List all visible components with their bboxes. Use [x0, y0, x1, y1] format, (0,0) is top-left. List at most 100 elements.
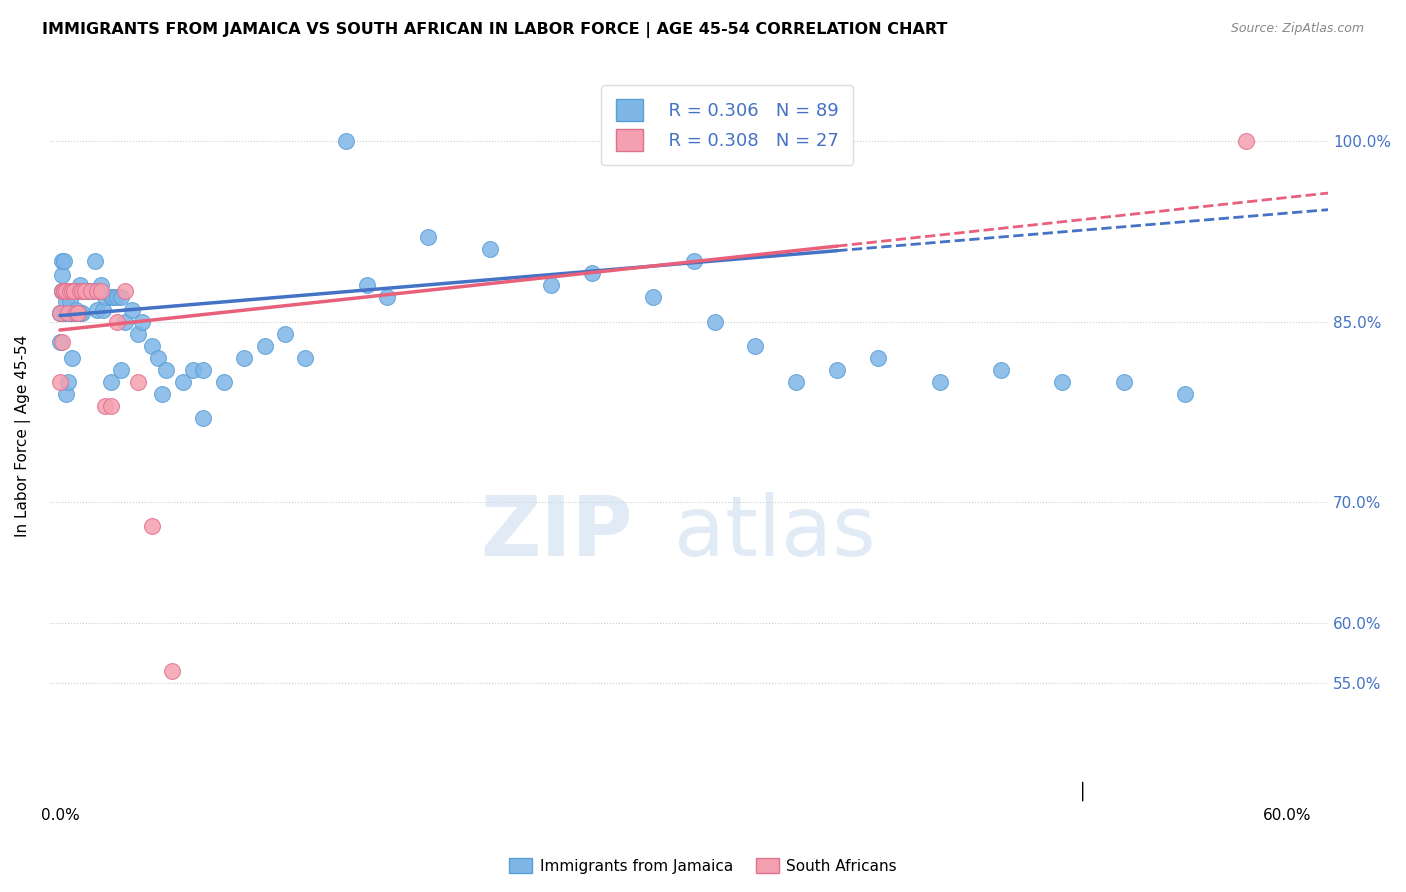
Point: [155, 363, 177, 377]
Point: [127, 375, 149, 389]
Point: [105, 291, 128, 305]
Point: [114, 315, 136, 329]
Point: [274, 326, 297, 341]
Point: [540, 278, 562, 293]
Point: [100, 291, 122, 305]
Text: Source: ZipAtlas.com: Source: ZipAtlas.com: [1230, 22, 1364, 36]
Point: [478, 242, 501, 256]
Point: [150, 387, 173, 401]
Point: [72, 306, 94, 320]
Point: [86, 302, 108, 317]
Point: [63, 285, 86, 299]
Point: [162, 664, 184, 678]
Point: [51, 268, 73, 282]
Point: [53, 285, 76, 299]
Point: [53, 285, 76, 299]
Point: [56, 375, 79, 389]
Point: [643, 291, 665, 305]
Point: [67, 285, 90, 299]
Point: [73, 285, 96, 299]
Point: [76, 285, 98, 299]
Point: [60, 285, 83, 299]
Point: [53, 254, 76, 268]
Point: [49, 306, 72, 320]
Point: [49, 306, 72, 320]
Point: [181, 363, 204, 377]
Point: [51, 285, 73, 299]
Point: [1174, 387, 1197, 401]
Point: [56, 306, 79, 320]
Point: [56, 285, 79, 299]
Point: [51, 285, 73, 299]
Point: [59, 306, 82, 320]
Point: [703, 315, 725, 329]
Point: [55, 294, 77, 309]
Point: [53, 306, 76, 320]
Point: [76, 285, 98, 299]
Point: [55, 306, 77, 320]
Point: [1112, 375, 1135, 389]
Point: [94, 291, 117, 305]
Point: [51, 254, 73, 268]
Point: [73, 285, 96, 299]
Point: [55, 285, 77, 299]
Point: [785, 375, 807, 389]
Point: [60, 351, 83, 365]
Point: [101, 291, 124, 305]
Point: [79, 285, 101, 299]
Point: [82, 285, 104, 299]
Point: [990, 363, 1012, 377]
Y-axis label: In Labor Force | Age 45-54: In Labor Force | Age 45-54: [15, 334, 31, 537]
Point: [131, 315, 153, 329]
Point: [51, 334, 73, 349]
Point: [73, 285, 96, 299]
Point: [253, 339, 276, 353]
Point: [110, 363, 132, 377]
Text: atlas: atlas: [673, 492, 876, 573]
Point: [69, 306, 91, 320]
Point: [67, 306, 90, 320]
Point: [114, 285, 136, 299]
Point: [69, 285, 91, 299]
Point: [356, 278, 378, 293]
Point: [59, 294, 82, 309]
Point: [1234, 134, 1257, 148]
Point: [55, 387, 77, 401]
Point: [69, 285, 91, 299]
Point: [53, 285, 76, 299]
Point: [233, 351, 256, 365]
Point: [67, 306, 90, 320]
Point: [63, 285, 86, 299]
Point: [59, 285, 82, 299]
Point: [53, 306, 76, 320]
Point: [110, 291, 132, 305]
Point: [375, 291, 398, 305]
Point: [49, 334, 72, 349]
Point: [928, 375, 950, 389]
Legend:   R = 0.306   N = 89,   R = 0.308   N = 27: R = 0.306 N = 89, R = 0.308 N = 27: [602, 85, 853, 165]
Point: [191, 411, 214, 425]
Point: [127, 326, 149, 341]
Point: [172, 375, 194, 389]
Text: IMMIGRANTS FROM JAMAICA VS SOUTH AFRICAN IN LABOR FORCE | AGE 45-54 CORRELATION : IMMIGRANTS FROM JAMAICA VS SOUTH AFRICAN…: [42, 22, 948, 38]
Legend: Immigrants from Jamaica, South Africans: Immigrants from Jamaica, South Africans: [503, 852, 903, 880]
Point: [825, 363, 848, 377]
Point: [60, 306, 83, 320]
Point: [146, 351, 169, 365]
Point: [60, 285, 83, 299]
Point: [83, 254, 105, 268]
Point: [49, 306, 72, 320]
Point: [141, 339, 163, 353]
Point: [683, 254, 706, 268]
Point: [65, 306, 87, 320]
Point: [418, 230, 440, 244]
Point: [91, 302, 114, 317]
Point: [335, 134, 357, 148]
Point: [72, 285, 94, 299]
Point: [90, 278, 112, 293]
Point: [90, 285, 112, 299]
Point: [1052, 375, 1074, 389]
Point: [94, 399, 117, 413]
Point: [55, 285, 77, 299]
Point: [65, 306, 87, 320]
